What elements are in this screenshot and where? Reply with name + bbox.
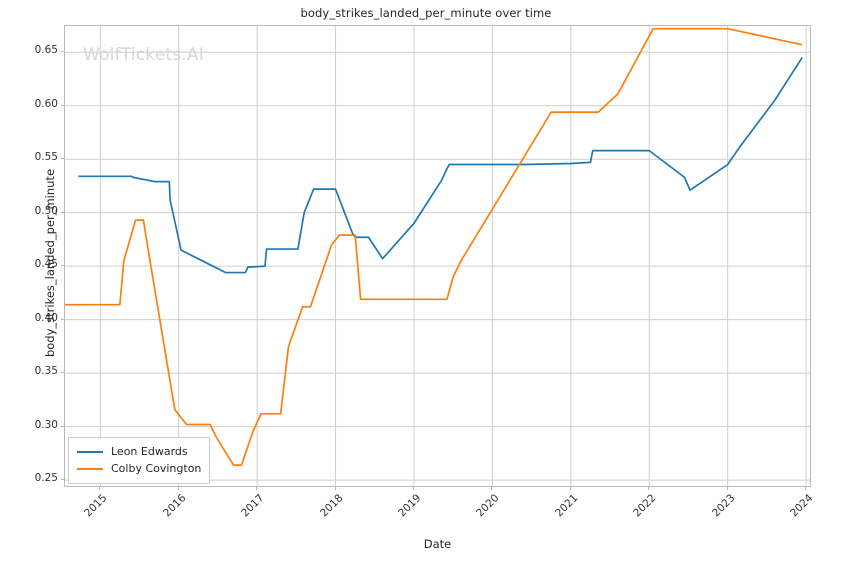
x-tick-label: 2023 (709, 492, 738, 520)
grid-lines (65, 26, 810, 486)
legend-item[interactable]: Colby Covington (77, 460, 201, 477)
y-tick-label: 0.40 (34, 311, 58, 324)
legend-item[interactable]: Leon Edwards (77, 443, 201, 460)
x-tick-label: 2015 (82, 492, 110, 520)
x-tick-mark (334, 486, 336, 490)
y-tick-label: 0.50 (34, 204, 58, 217)
x-tick-label: 2016 (160, 492, 189, 520)
series-line-colby-covington (65, 27, 803, 466)
x-tick-mark (177, 486, 179, 490)
x-tick-label: 2022 (631, 492, 659, 520)
y-tick-mark (60, 158, 64, 160)
x-tick-label: 2017 (239, 492, 267, 520)
y-tick-label: 0.35 (34, 365, 58, 378)
x-axis-label: Date (423, 537, 452, 551)
x-tick-mark (726, 486, 728, 490)
y-tick-label: 0.65 (34, 44, 58, 57)
x-tick-mark (569, 486, 571, 490)
x-tick-mark (491, 486, 493, 490)
y-axis-ticks: 0.25 0.30 0.35 0.40 0.45 0.50 0.55 0.60 0.65 (0, 0, 64, 561)
y-tick-mark (60, 104, 64, 106)
legend-color-swatch (77, 467, 103, 470)
x-tick-mark (256, 486, 258, 490)
y-tick-mark (60, 372, 64, 374)
y-tick-label: 0.60 (34, 97, 58, 110)
x-tick-label: 2020 (474, 492, 502, 520)
x-tick-label: 2024 (788, 492, 816, 520)
y-tick-mark (60, 318, 64, 320)
y-tick-label: 0.45 (34, 258, 58, 271)
x-tick-mark (648, 486, 650, 490)
legend-label: Colby Covington (111, 462, 202, 475)
plot-svg (65, 26, 810, 486)
x-tick-mark (805, 486, 807, 490)
x-tick-label: 2021 (552, 492, 581, 520)
chart-title: body_strikes_landed_per_minute over time (300, 6, 552, 20)
y-tick-label: 0.30 (34, 418, 58, 431)
x-tick-label: 2018 (317, 492, 346, 520)
x-tick-label: 2019 (396, 492, 424, 520)
y-tick-label: 0.55 (34, 151, 58, 164)
y-tick-mark (60, 211, 64, 213)
y-tick-mark (60, 51, 64, 53)
plot-area: WolfTickets.AI (64, 25, 811, 487)
series-lines (65, 27, 803, 466)
x-tick-mark (413, 486, 414, 490)
chart-legend: Leon Edwards Colby Covington (68, 437, 211, 484)
y-tick-mark (60, 479, 64, 481)
y-tick-label: 0.25 (34, 472, 58, 485)
y-tick-mark (60, 265, 64, 267)
x-tick-mark (99, 486, 101, 490)
y-tick-mark (60, 425, 64, 427)
legend-label: Leon Edwards (111, 445, 188, 458)
series-line-leon-edwards (78, 57, 803, 274)
legend-color-swatch (77, 450, 103, 453)
